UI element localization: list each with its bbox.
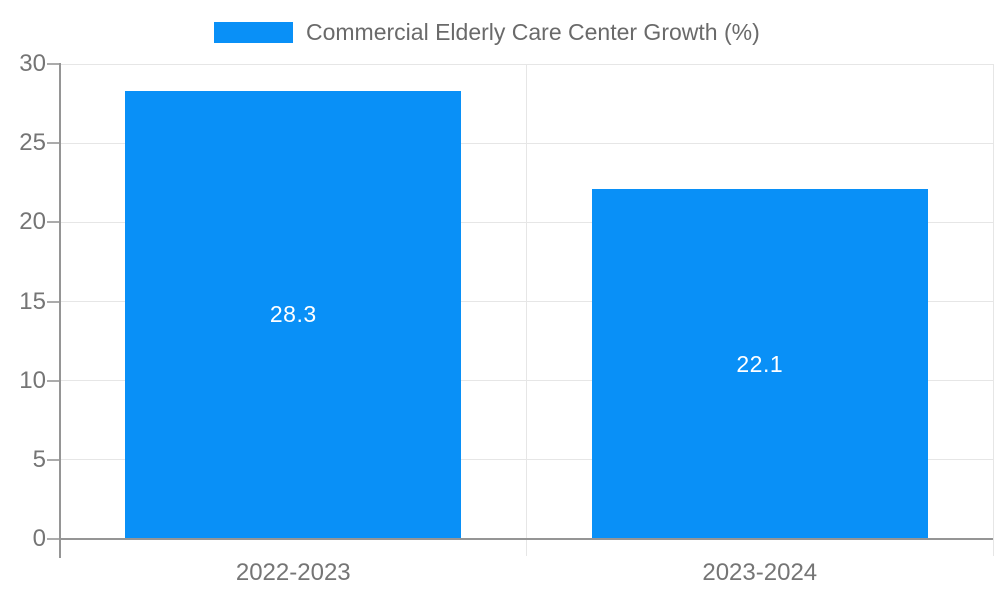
y-axis-tick-label: 5 xyxy=(32,445,46,473)
x-category-label: 2022-2023 xyxy=(235,559,351,586)
x-gridline xyxy=(992,64,994,556)
bar-value-label: 22.1 xyxy=(736,350,784,377)
y-axis-tick-label: 30 xyxy=(19,50,46,77)
y-axis-tick xyxy=(47,63,59,65)
y-axis-tick xyxy=(47,142,59,145)
y-axis-tick xyxy=(47,300,59,303)
bar-2023-2024: 22.1 xyxy=(591,189,928,539)
x-category-label: 2023-2024 xyxy=(702,559,818,586)
x-axis-line xyxy=(59,538,993,540)
bar-2022-2023: 28.3 xyxy=(125,90,462,539)
legend-label: Commercial Elderly Care Center Growth (%… xyxy=(306,19,760,45)
y-axis-tick-label: 25 xyxy=(19,129,46,157)
y-axis-tick-label: 20 xyxy=(19,208,46,236)
y-axis-tick xyxy=(47,221,59,224)
y-axis-tick xyxy=(47,379,59,382)
bar-value-label: 28.3 xyxy=(269,301,317,328)
y-axis-tick xyxy=(47,538,59,540)
x-gridline xyxy=(526,64,527,556)
y-axis-line xyxy=(59,63,61,558)
legend-swatch-icon xyxy=(214,22,293,43)
y-axis-tick-label: 10 xyxy=(19,366,46,394)
y-axis-tick-label: 15 xyxy=(19,287,46,315)
y-axis-tick xyxy=(47,458,59,461)
y-axis-tick-label: 0 xyxy=(32,525,46,552)
